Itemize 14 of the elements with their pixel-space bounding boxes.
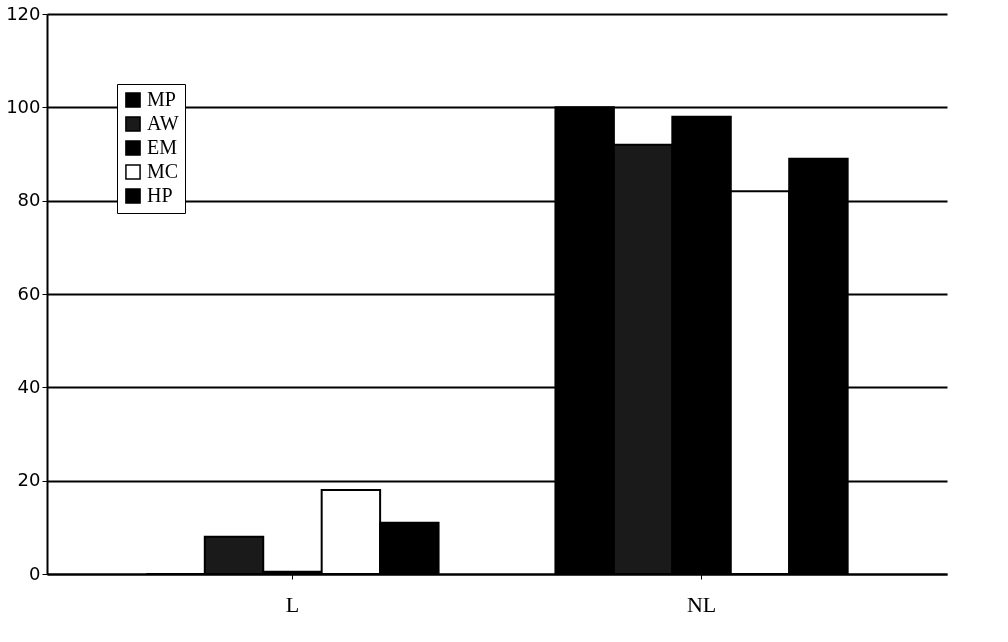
x-tick-label: L	[285, 591, 300, 617]
y-tick-label: 40	[17, 375, 41, 397]
legend-label: MP	[147, 88, 176, 110]
legend-label: MC	[147, 160, 179, 182]
legend-label: EM	[147, 136, 178, 158]
y-tick-label: 120	[6, 2, 41, 24]
legend-label: AW	[147, 112, 179, 134]
legend-label: HP	[147, 184, 173, 206]
y-tick-label: 60	[17, 282, 41, 304]
y-tick-label: 80	[17, 189, 41, 211]
y-tick-label: 20	[17, 469, 41, 491]
y-tick-label: 0	[29, 562, 41, 584]
y-tick-label: 100	[6, 95, 41, 117]
x-tick-label: NL	[686, 591, 717, 617]
